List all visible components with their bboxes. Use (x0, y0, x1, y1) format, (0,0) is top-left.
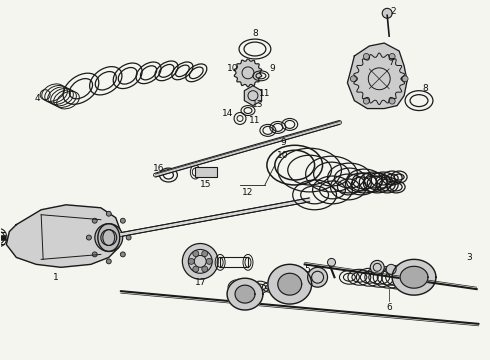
Ellipse shape (402, 76, 408, 82)
Text: 10: 10 (277, 151, 289, 160)
Text: 6: 6 (386, 302, 392, 311)
Text: 7: 7 (388, 58, 394, 67)
Ellipse shape (389, 98, 395, 104)
Ellipse shape (382, 8, 392, 18)
Ellipse shape (106, 259, 111, 264)
Text: 17: 17 (195, 278, 206, 287)
Text: 2: 2 (391, 7, 396, 16)
Polygon shape (354, 53, 405, 104)
Text: 3: 3 (466, 253, 471, 262)
Polygon shape (227, 278, 263, 310)
Text: 14: 14 (222, 109, 234, 118)
Ellipse shape (386, 264, 396, 274)
Ellipse shape (350, 76, 356, 82)
Ellipse shape (327, 258, 336, 266)
Text: 12: 12 (242, 188, 254, 197)
Ellipse shape (126, 235, 131, 240)
Ellipse shape (86, 235, 91, 240)
Polygon shape (245, 86, 262, 105)
Ellipse shape (206, 258, 212, 264)
FancyBboxPatch shape (196, 167, 217, 177)
Ellipse shape (121, 252, 125, 257)
Ellipse shape (92, 252, 97, 257)
Text: 1: 1 (53, 273, 59, 282)
Ellipse shape (363, 54, 369, 59)
Text: 11: 11 (259, 89, 270, 98)
Ellipse shape (95, 224, 122, 251)
Ellipse shape (92, 218, 97, 223)
Text: 4: 4 (34, 94, 40, 103)
Ellipse shape (202, 266, 208, 272)
Ellipse shape (202, 251, 208, 257)
Ellipse shape (106, 211, 111, 216)
Ellipse shape (193, 251, 199, 257)
Polygon shape (400, 266, 428, 288)
Ellipse shape (182, 243, 218, 279)
Ellipse shape (308, 267, 327, 287)
Text: 8: 8 (252, 29, 258, 38)
Text: 15: 15 (199, 180, 211, 189)
Text: 10: 10 (227, 64, 239, 73)
Polygon shape (6, 205, 121, 267)
Polygon shape (347, 43, 407, 109)
Ellipse shape (193, 266, 199, 272)
Ellipse shape (121, 218, 125, 223)
Text: 9: 9 (280, 138, 286, 147)
Polygon shape (278, 273, 302, 295)
Text: 11: 11 (249, 116, 261, 125)
Text: 5: 5 (305, 265, 311, 274)
Text: 8: 8 (422, 84, 428, 93)
Text: 9: 9 (269, 64, 275, 73)
Ellipse shape (389, 54, 395, 59)
Polygon shape (235, 285, 255, 303)
Text: 16: 16 (153, 163, 164, 172)
Polygon shape (268, 264, 312, 304)
Polygon shape (392, 260, 436, 295)
Ellipse shape (363, 98, 369, 104)
Ellipse shape (188, 258, 195, 264)
Ellipse shape (370, 260, 384, 274)
Text: 13: 13 (252, 100, 264, 109)
Polygon shape (234, 59, 262, 87)
